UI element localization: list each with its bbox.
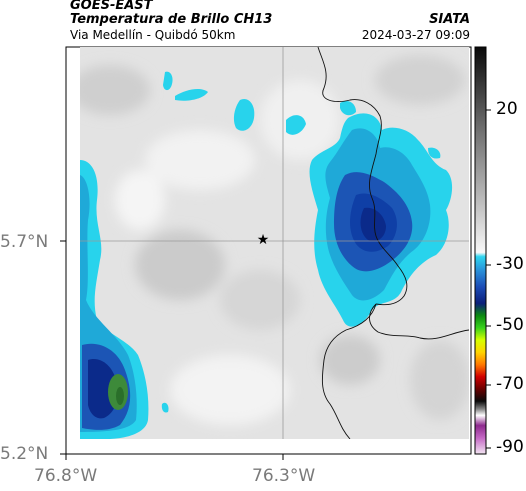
colorbar-tick-label: -50 <box>496 315 524 335</box>
brightness-temperature-field <box>80 47 469 439</box>
temperature-colorbar <box>474 46 491 455</box>
west-cloud-system <box>80 160 149 439</box>
axis-ticks <box>60 240 284 460</box>
region-subtitle: Via Medellín - Quibdó 50km <box>70 28 236 42</box>
lat-label-5-2: 5.2°N <box>0 444 49 464</box>
colorbar-tick-label: -90 <box>496 437 524 457</box>
boundary-lines <box>317 47 469 439</box>
star-icon: ★ <box>257 232 270 248</box>
lon-label-76-8: 76.8°W <box>34 466 98 486</box>
product-title: Temperatura de Brillo CH13 <box>70 12 273 27</box>
colorbar-tick-label: -70 <box>496 374 524 394</box>
colorbar-tick-label: -30 <box>496 254 524 274</box>
lat-label-5-7: 5.7°N <box>0 232 49 252</box>
east-cloud-system <box>309 113 453 327</box>
small-cloud-cells <box>161 71 441 413</box>
timestamp: 2024-03-27 09:09 <box>361 28 470 42</box>
grey-cloud-texture <box>80 55 469 425</box>
satellite-name: GOES-EAST <box>70 0 153 13</box>
colorbar-tick-label: 20 <box>496 99 518 119</box>
organization-label: SIATA <box>429 12 470 27</box>
lon-label-76-3: 76.3°W <box>252 466 316 486</box>
